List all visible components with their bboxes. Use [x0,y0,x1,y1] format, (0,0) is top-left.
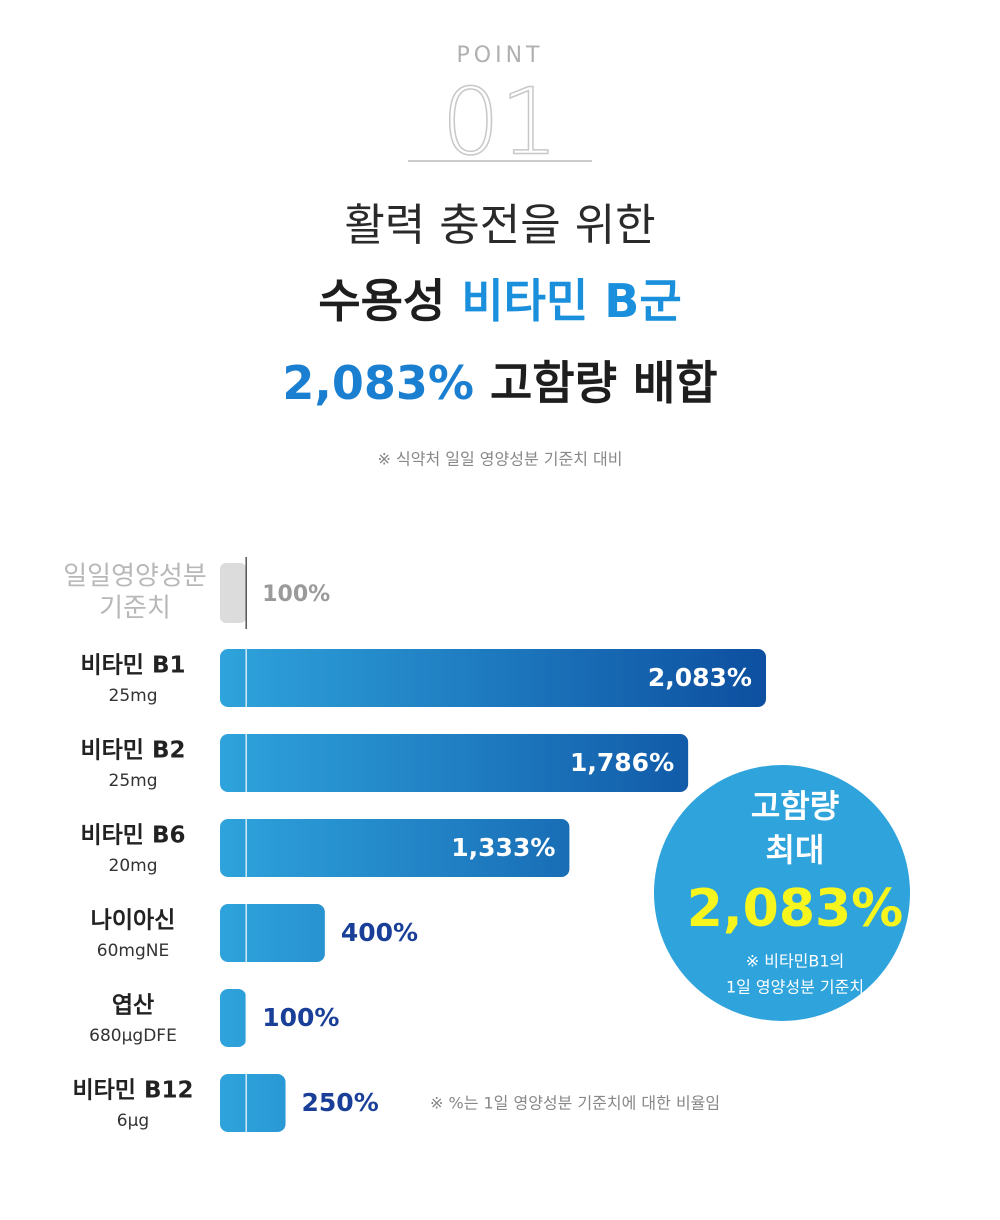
value-label: 100% [262,1003,339,1032]
bar [220,649,766,707]
callout-note: ※ 비타민B1의 [746,952,845,971]
callout-line: 최대 [766,831,825,869]
title-highlight: 2,083% [282,356,474,410]
callout-circle [654,765,910,1021]
reference-value-label: 100% [262,582,330,607]
dose-label: 20mg [109,856,158,876]
bar [220,989,247,1047]
value-label: 400% [341,918,418,947]
category-label: 비타민 B2 [80,738,185,764]
category-label: 엽산 [112,993,154,1019]
point-label: POINT [457,43,544,68]
value-label: 1,786% [570,748,674,777]
dose-label: 25mg [109,686,158,706]
value-label: 2,083% [648,663,752,692]
reference-label: 기준치 [99,594,171,624]
value-label: 250% [302,1088,379,1117]
footnote: ※ %는 1일 영양성분 기준치에 대한 비율임 [430,1094,720,1113]
title-part: 고함량 배합 [474,356,718,410]
callout-note: 1일 영양성분 기준치 [726,978,864,997]
bar [220,1074,286,1132]
reference-bar [220,563,247,623]
title-highlight: 비타민 B군 [461,274,681,328]
title-line-1: 활력 충전을 위한 [344,200,655,251]
category-label: 나이아신 [91,908,176,934]
bar [220,734,689,792]
bar [220,819,570,877]
title-line-3: 2,083% 고함량 배합 [282,356,717,410]
bar [220,904,325,962]
title-part: 수용성 [318,274,461,328]
dose-label: 60mgNE [97,941,169,961]
reference-label: 일일영양성분 [63,562,207,592]
callout-value: 2,083% [687,879,904,939]
category-label: 비타민 B6 [80,823,185,849]
category-label: 비타민 B1 [80,653,185,679]
title-note: ※ 식약처 일일 영양성분 기준치 대비 [378,450,623,469]
point-number: 01 [441,69,558,176]
category-label: 비타민 B12 [72,1078,193,1104]
callout-line: 고함량 [751,787,839,825]
dose-label: 6μg [117,1111,149,1131]
dose-label: 25mg [109,771,158,791]
dose-label: 680μgDFE [89,1026,177,1046]
title-line-2: 수용성 비타민 B군 [318,274,681,328]
value-label: 1,333% [451,833,555,862]
